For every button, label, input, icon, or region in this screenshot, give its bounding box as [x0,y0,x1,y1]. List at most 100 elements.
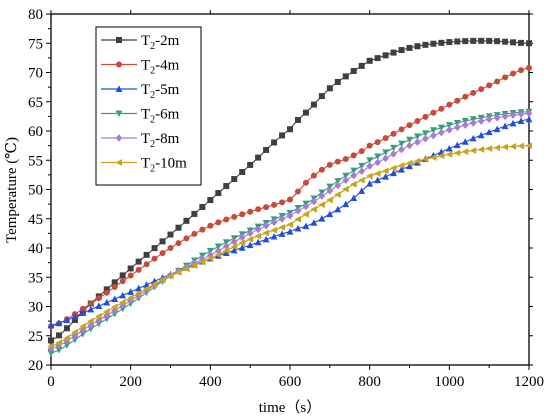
y-tick-label: 25 [28,329,43,345]
data-point [509,143,517,150]
data-point [502,74,509,81]
data-point [477,146,485,153]
data-point [199,203,206,210]
data-point [294,207,302,215]
legend-label: T2-10m [141,156,187,175]
y-tick-label: 30 [28,300,43,316]
data-point [501,122,509,130]
data-point [135,291,142,300]
data-point [390,150,397,158]
data-point [334,158,341,165]
data-point [406,136,413,144]
data-point [517,110,525,118]
data-point [382,135,389,142]
data-point [294,224,302,232]
data-point [318,201,325,209]
y-tick-label: 50 [28,183,43,199]
data-point [334,78,341,85]
data-point [462,38,469,45]
x-tick-label: 1200 [514,374,544,390]
data-point [485,128,493,136]
data-point [366,57,373,64]
data-point [159,250,166,257]
data-point [461,148,469,156]
data-point [477,117,485,125]
data-point [95,312,102,320]
data-point [390,49,397,56]
data-point [255,154,262,161]
data-point [310,219,318,226]
data-point [223,183,230,190]
data-point [262,229,270,237]
data-point [231,213,238,220]
data-point [350,194,358,201]
data-point [166,272,174,280]
y-tick-label: 45 [28,212,43,228]
data-point [414,133,421,140]
x-tick-label: 0 [47,374,55,390]
data-point [286,212,294,220]
data-point [254,232,262,240]
data-point [239,211,246,218]
data-point [493,144,501,152]
legend-marker [115,85,123,92]
data-point [246,229,254,238]
legend-marker [116,37,122,43]
data-point [390,130,397,137]
data-point [302,202,310,211]
data-point [462,93,469,100]
data-point [429,154,437,161]
data-point [55,346,63,354]
data-point [119,278,126,285]
data-point [167,245,174,251]
data-point [111,279,118,286]
legend-marker [115,134,123,142]
data-point [510,39,517,46]
legend-label: T2-6m [141,107,180,126]
data-point [430,40,437,47]
data-point [263,146,270,153]
data-point [48,337,54,344]
data-point [79,323,86,330]
x-tick-label: 600 [279,374,302,390]
data-point [214,243,222,251]
data-point [103,286,110,293]
data-point [382,154,389,163]
data-point [422,41,429,48]
data-point [287,126,293,133]
data-point [430,131,437,140]
data-point [398,140,405,148]
data-point [183,235,190,242]
data-point [397,162,405,169]
data-point [119,272,126,279]
data-point [246,235,254,243]
data-point [326,161,333,168]
data-point [270,226,278,234]
data-point [310,205,317,213]
data-point [47,344,55,353]
data-point [254,238,262,246]
data-point [366,162,373,170]
data-point [414,118,421,125]
series-T2-5m [47,115,533,329]
data-point [71,316,78,323]
data-point [103,308,110,315]
data-point [55,319,63,327]
data-point [111,295,119,302]
data-point [279,132,286,139]
data-point [518,67,525,74]
data-point [190,262,198,269]
data-point [55,341,63,350]
data-point [366,157,374,164]
data-point [358,167,365,176]
legend-box [95,26,202,186]
data-point [501,112,509,121]
data-point [206,255,214,262]
series-T2-4m [48,64,532,330]
data-point [454,38,461,45]
x-axis-title: time（s） [259,399,322,416]
data-point [374,153,382,161]
data-point [175,240,182,247]
data-point [469,147,477,154]
data-point [493,125,501,133]
